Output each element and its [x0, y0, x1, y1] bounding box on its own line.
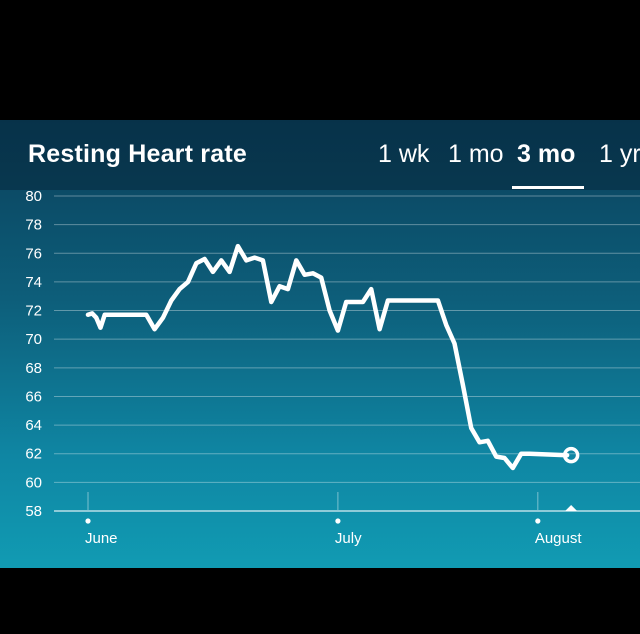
- tab-3-months[interactable]: 3 mo: [517, 140, 576, 168]
- chart-series: [85, 243, 580, 511]
- y-tick-label: 60: [25, 474, 42, 491]
- x-tick-label-june: June: [85, 530, 118, 547]
- heart-rate-chart: 58 60 62 64 66 68 70 72 74 76 78 80 June July August: [25, 188, 640, 547]
- x-axis-ticks: June July August: [85, 492, 582, 547]
- heart-rate-line: [85, 243, 570, 471]
- tab-1-week[interactable]: 1 wk: [378, 140, 430, 168]
- selected-point-marker[interactable]: [562, 446, 580, 464]
- chart-grid: [54, 195, 640, 512]
- y-tick-label: 80: [25, 188, 42, 205]
- y-tick-label: 72: [25, 303, 42, 320]
- heart-rate-screen: 58 60 62 64 66 68 70 72 74 76 78 80 June July August …: [0, 120, 640, 568]
- active-tab-indicator: [512, 186, 584, 189]
- y-tick-label: 66: [25, 388, 42, 405]
- y-tick-label: 78: [25, 217, 42, 234]
- y-tick-label: 58: [25, 503, 42, 520]
- x-tick-dot: [535, 518, 541, 524]
- y-tick-label: 64: [25, 417, 42, 434]
- x-tick-dot: [335, 518, 341, 524]
- chart-header: Resting Heart rate 1 wk 1 mo 3 mo 1 yr: [0, 120, 640, 190]
- current-day-pointer-icon: [565, 505, 578, 511]
- tab-1-year[interactable]: 1 yr: [599, 140, 640, 168]
- x-tick-dot: [85, 518, 91, 524]
- page-title: Resting Heart rate: [28, 140, 247, 168]
- tab-1-month[interactable]: 1 mo: [448, 140, 504, 168]
- y-axis-ticks: 58 60 62 64 66 68 70 72 74 76 78 80: [25, 188, 42, 520]
- y-tick-label: 70: [25, 331, 42, 348]
- y-tick-label: 68: [25, 360, 42, 377]
- y-tick-label: 74: [25, 274, 42, 291]
- x-tick-label-july: July: [335, 530, 362, 547]
- y-tick-label: 62: [25, 446, 42, 463]
- y-tick-label: 76: [25, 245, 42, 262]
- x-tick-label-august: August: [535, 530, 583, 547]
